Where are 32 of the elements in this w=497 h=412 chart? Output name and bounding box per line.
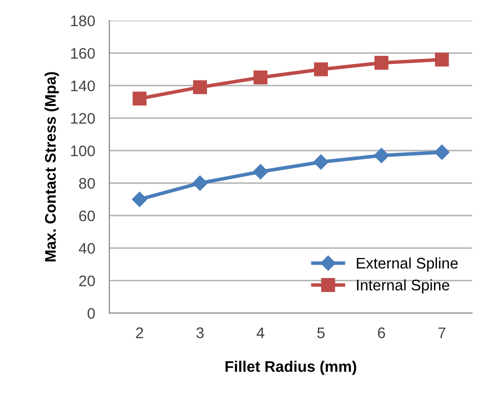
point	[374, 56, 388, 70]
point	[192, 176, 208, 191]
point	[314, 62, 328, 76]
x-axis-title: Fillet Radius (mm)	[226, 360, 356, 375]
point	[374, 148, 390, 164]
y-tick-label: 20	[79, 275, 95, 286]
x-tick-label: 6	[378, 327, 386, 338]
x-tick-label: 7	[438, 328, 446, 338]
y-tick-label: 120	[71, 112, 95, 124]
point	[252, 164, 268, 180]
y-tick-label: 160	[71, 48, 95, 59]
legend-label: Internal Spine	[357, 279, 450, 294]
y-tick-label: 100	[71, 145, 95, 156]
y-tick-label: 40	[78, 242, 95, 254]
y-tick-label: 140	[71, 80, 95, 92]
point	[313, 154, 329, 170]
point	[254, 70, 268, 84]
point	[434, 144, 450, 160]
x-tick-label: 4	[256, 328, 264, 338]
point	[193, 80, 207, 94]
point	[434, 52, 449, 67]
x-tick-label: 3	[196, 327, 204, 338]
legend-label: External Spline	[356, 257, 458, 272]
y-axis-title: Max. Contact Stress (Mpa)	[44, 72, 59, 262]
x-tick-label: 2	[136, 327, 144, 338]
x-tick-label: 5	[317, 328, 325, 338]
point	[132, 192, 148, 207]
point	[132, 92, 147, 106]
y-tick-label: 80	[79, 178, 95, 189]
y-tick-label: 0	[88, 308, 95, 319]
y-tick-label: 60	[79, 210, 95, 222]
y-tick-label: 180	[71, 15, 95, 26]
